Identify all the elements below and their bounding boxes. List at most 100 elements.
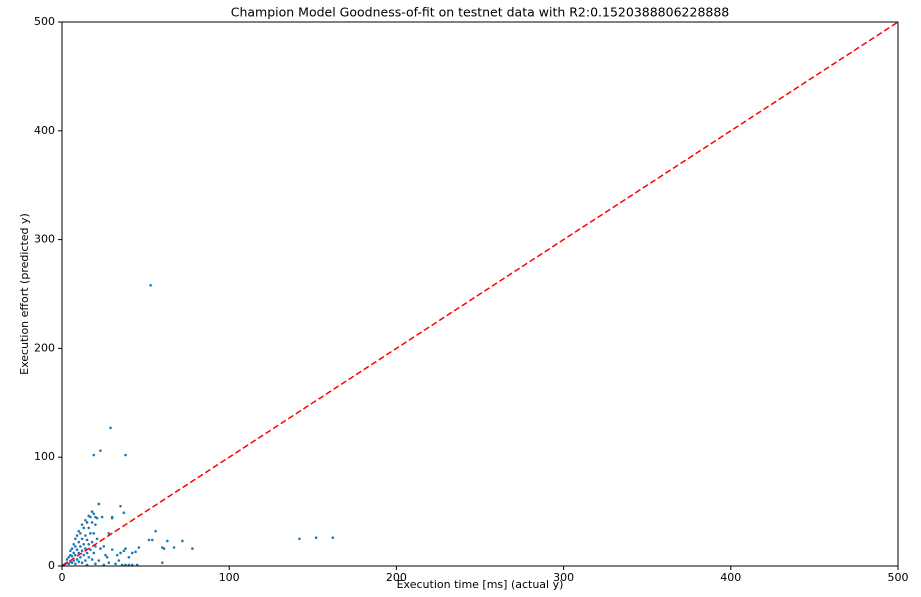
point <box>117 559 121 562</box>
point <box>109 426 112 430</box>
point <box>77 560 81 563</box>
point <box>90 510 94 513</box>
x-tick-label: 300 <box>553 571 574 584</box>
point <box>92 551 96 555</box>
point <box>94 545 97 548</box>
y-tick-label: 400 <box>34 124 55 137</box>
x-tick-label: 400 <box>720 571 741 584</box>
y-tick-label: 0 <box>48 559 55 572</box>
point <box>74 537 77 541</box>
x-tick-label: 200 <box>386 571 407 584</box>
point <box>74 545 77 548</box>
point <box>92 512 96 516</box>
y-tick-label: 100 <box>34 450 55 463</box>
point <box>124 547 127 550</box>
reference-line <box>61 21 899 567</box>
point <box>72 551 76 555</box>
x-tick-label: 100 <box>219 571 240 584</box>
point <box>107 561 111 565</box>
point <box>161 546 164 549</box>
point <box>314 536 318 540</box>
point <box>107 532 111 535</box>
point <box>115 553 119 557</box>
point <box>122 511 126 514</box>
point <box>80 537 84 541</box>
point <box>80 523 84 526</box>
point <box>105 555 109 559</box>
point <box>84 534 87 537</box>
point <box>84 519 87 522</box>
point <box>80 549 84 553</box>
point <box>147 538 151 542</box>
y-tick-label: 300 <box>34 233 55 246</box>
point <box>99 449 102 452</box>
point <box>154 529 157 533</box>
point <box>89 515 92 519</box>
point <box>150 538 154 542</box>
point <box>74 553 77 557</box>
point <box>127 555 131 559</box>
point <box>79 545 82 548</box>
x-axis-label: Execution time [ms] (actual y) <box>397 578 564 591</box>
point <box>110 548 114 551</box>
point <box>100 515 104 519</box>
point <box>181 539 184 543</box>
point <box>89 532 92 535</box>
point <box>130 551 134 555</box>
point <box>90 521 94 524</box>
point <box>92 532 96 535</box>
x-tick-label: 0 <box>59 571 66 584</box>
point <box>191 547 194 550</box>
point <box>79 532 82 535</box>
point <box>80 561 84 565</box>
point <box>84 559 87 562</box>
x-tick-label: 500 <box>888 571 909 584</box>
point <box>137 546 141 549</box>
point <box>97 559 101 562</box>
point <box>104 553 107 557</box>
point <box>124 453 127 457</box>
point <box>85 538 89 542</box>
point <box>65 558 69 561</box>
point <box>99 547 102 550</box>
point <box>102 545 106 548</box>
point <box>90 540 94 544</box>
point <box>122 549 126 553</box>
point <box>119 504 122 508</box>
point <box>74 562 77 566</box>
point <box>87 555 91 559</box>
point <box>82 542 86 546</box>
y-tick-label: 500 <box>34 15 55 28</box>
point <box>134 550 137 554</box>
point <box>85 551 89 555</box>
point <box>77 540 81 544</box>
point <box>95 537 99 541</box>
point <box>79 555 82 559</box>
point <box>67 562 70 566</box>
point <box>75 558 79 561</box>
point <box>298 537 301 541</box>
point <box>70 561 74 565</box>
point <box>119 551 122 555</box>
point <box>110 515 114 519</box>
point <box>70 554 74 558</box>
point <box>90 558 94 561</box>
chart-title: Champion Model Goodness-of-fit on testne… <box>231 5 730 20</box>
point <box>95 516 99 520</box>
point <box>172 546 176 549</box>
plot-frame <box>61 21 899 567</box>
point <box>114 562 117 566</box>
point <box>70 547 74 550</box>
point <box>69 549 72 553</box>
point <box>77 529 81 533</box>
point <box>72 542 76 546</box>
point <box>75 548 79 551</box>
y-tick-label: 200 <box>34 341 55 354</box>
point <box>87 526 91 530</box>
point <box>94 562 97 566</box>
point <box>331 536 335 540</box>
point <box>92 453 96 457</box>
point <box>84 547 87 550</box>
point <box>82 553 86 557</box>
